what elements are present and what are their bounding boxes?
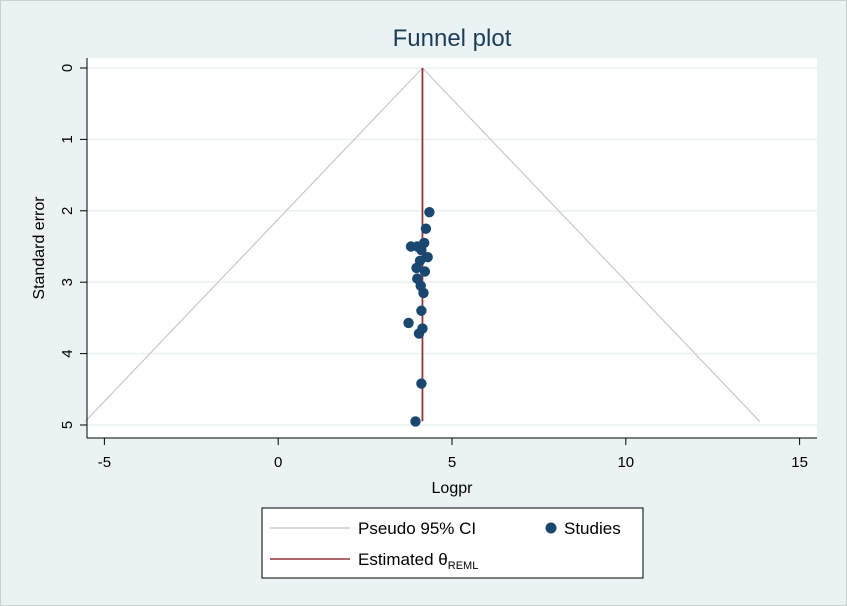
y-tick-label-2: 2 bbox=[59, 207, 76, 215]
study-point-13 bbox=[418, 287, 429, 299]
pseudo-ci-lines bbox=[84, 67, 761, 422]
study-point-15 bbox=[403, 317, 414, 329]
ci-line-lower bbox=[84, 67, 423, 422]
y-axis-ticks: 0 1 2 3 4 5 bbox=[59, 64, 87, 429]
y-tick-label-3: 3 bbox=[59, 278, 76, 286]
y-axis-title: Standard error bbox=[31, 196, 48, 300]
x-axis-title: Logpr bbox=[432, 480, 474, 497]
study-point-6 bbox=[416, 244, 427, 256]
study-point-2 bbox=[420, 223, 432, 234]
x-tick-label--5: -5 bbox=[98, 454, 111, 471]
y-tick-label-0: 0 bbox=[59, 64, 76, 72]
legend-studies-label: Studies bbox=[564, 519, 621, 538]
x-tick-label-0: 0 bbox=[274, 454, 282, 471]
legend-studies-swatch bbox=[545, 522, 557, 534]
study-point-14 bbox=[416, 305, 427, 316]
legend-ci-label: Pseudo 95% CI bbox=[358, 519, 476, 538]
x-tick-label-15: 15 bbox=[791, 454, 808, 471]
y-tick-label-5: 5 bbox=[59, 421, 76, 429]
study-point-9 bbox=[411, 262, 422, 274]
study-points bbox=[403, 207, 435, 427]
study-point-18 bbox=[416, 378, 427, 389]
study-point-19 bbox=[410, 416, 421, 427]
study-point-17 bbox=[413, 328, 425, 339]
legend-estimate-label: Estimated θREML bbox=[358, 550, 478, 572]
legend-box bbox=[261, 507, 644, 579]
x-axis-ticks: -5 0 5 10 15 bbox=[98, 438, 808, 471]
x-tick-label-10: 10 bbox=[617, 454, 634, 471]
y-tick-label-1: 1 bbox=[59, 135, 76, 143]
x-tick-label-5: 5 bbox=[448, 454, 456, 471]
chart-title: Funnel plot bbox=[393, 25, 512, 52]
legend: Pseudo 95% CI Studies Estimated θREML bbox=[261, 507, 644, 579]
study-point-10 bbox=[419, 266, 431, 277]
y-tick-label-4: 4 bbox=[59, 349, 76, 357]
legend-estimate-subscript: REML bbox=[448, 560, 479, 572]
ci-line-upper bbox=[422, 67, 761, 422]
plot-area bbox=[87, 58, 817, 438]
study-point-1 bbox=[424, 207, 435, 218]
grid-lines bbox=[87, 67, 817, 426]
legend-estimate-text: Estimated θ bbox=[358, 550, 448, 569]
